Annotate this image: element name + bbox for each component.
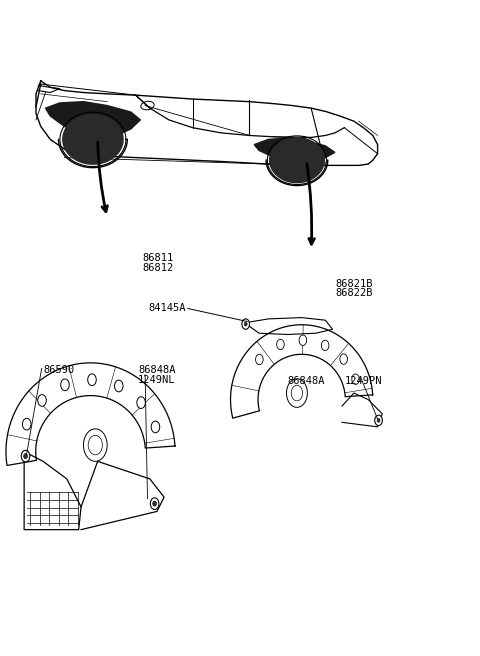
Polygon shape: [46, 102, 140, 137]
Circle shape: [88, 374, 96, 386]
Circle shape: [150, 498, 159, 510]
Circle shape: [151, 421, 160, 433]
Circle shape: [153, 501, 156, 506]
Polygon shape: [63, 115, 123, 164]
Circle shape: [276, 339, 284, 350]
Polygon shape: [81, 461, 164, 529]
Circle shape: [137, 397, 145, 409]
Circle shape: [321, 340, 329, 350]
Circle shape: [23, 419, 31, 430]
Polygon shape: [6, 363, 175, 466]
Circle shape: [88, 436, 102, 455]
Circle shape: [21, 450, 30, 462]
Text: 86811: 86811: [143, 253, 174, 264]
Circle shape: [287, 379, 307, 407]
Circle shape: [60, 379, 69, 391]
Polygon shape: [230, 325, 372, 418]
Text: 86821B: 86821B: [335, 279, 372, 289]
Circle shape: [375, 415, 383, 426]
Polygon shape: [24, 451, 81, 529]
Text: 86848A: 86848A: [288, 377, 325, 386]
Circle shape: [38, 395, 46, 406]
Circle shape: [84, 429, 107, 461]
Text: 84145A: 84145A: [148, 304, 185, 314]
Text: 86822B: 86822B: [335, 288, 372, 298]
Circle shape: [291, 385, 302, 401]
Circle shape: [377, 419, 380, 422]
Circle shape: [299, 335, 307, 346]
Text: 86848A: 86848A: [138, 365, 176, 375]
Polygon shape: [245, 318, 333, 335]
Text: 1249NL: 1249NL: [138, 375, 176, 385]
Circle shape: [352, 374, 360, 384]
Circle shape: [24, 453, 27, 459]
Polygon shape: [342, 393, 383, 427]
Circle shape: [115, 380, 123, 392]
Text: 1249PN: 1249PN: [344, 377, 382, 386]
Circle shape: [242, 319, 250, 329]
Polygon shape: [254, 138, 335, 163]
Polygon shape: [270, 138, 324, 182]
Text: 86812: 86812: [143, 262, 174, 272]
Circle shape: [340, 354, 348, 364]
Circle shape: [244, 322, 247, 326]
Circle shape: [255, 354, 263, 365]
Text: 86590: 86590: [43, 365, 74, 375]
